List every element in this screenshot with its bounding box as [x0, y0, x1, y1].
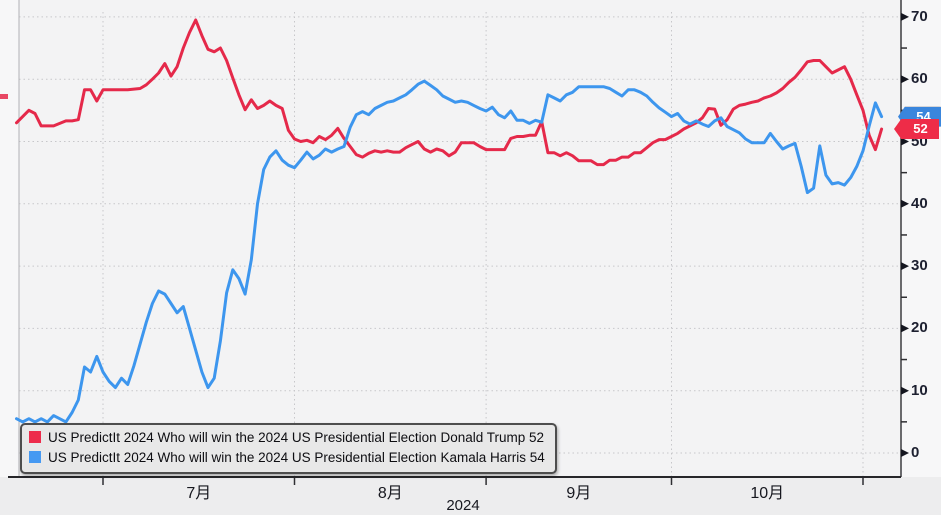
plot-background [19, 0, 901, 477]
legend-row-trump[interactable]: US PredictIt 2024 Who will win the 2024 … [29, 428, 545, 448]
bottom-axis-strip [0, 477, 941, 515]
x-axis-year-label: 2024 [446, 497, 480, 514]
y-tick-label-30: 30 [911, 257, 928, 275]
left-edge-line-fragment [0, 94, 8, 99]
x-tick-label-september: 9月 [566, 485, 592, 502]
y-tick-label-10: 10 [911, 381, 928, 399]
legend[interactable]: US PredictIt 2024 Who will win the 2024 … [20, 423, 557, 474]
legend-label-harris: US PredictIt 2024 Who will win the 2024 … [48, 450, 545, 465]
legend-label-trump: US PredictIt 2024 Who will win the 2024 … [48, 430, 544, 445]
trump-last-value-badge: 52 [894, 119, 939, 140]
x-tick-label-october: 10月 [750, 485, 785, 502]
harris-series-swatch-icon [29, 451, 41, 463]
x-tick-label-august: 8月 [377, 485, 403, 502]
legend-row-harris[interactable]: US PredictIt 2024 Who will win the 2024 … [29, 448, 545, 468]
y-tick-label-60: 60 [911, 70, 928, 88]
y-tick-label-20: 20 [911, 319, 928, 337]
y-tick-label-40: 40 [911, 194, 928, 212]
trump-series-swatch-icon [29, 431, 41, 443]
y-tick-label-70: 70 [911, 7, 928, 25]
y-tick-label-0: 0 [911, 444, 920, 461]
x-tick-label-july: 7月 [186, 485, 212, 502]
